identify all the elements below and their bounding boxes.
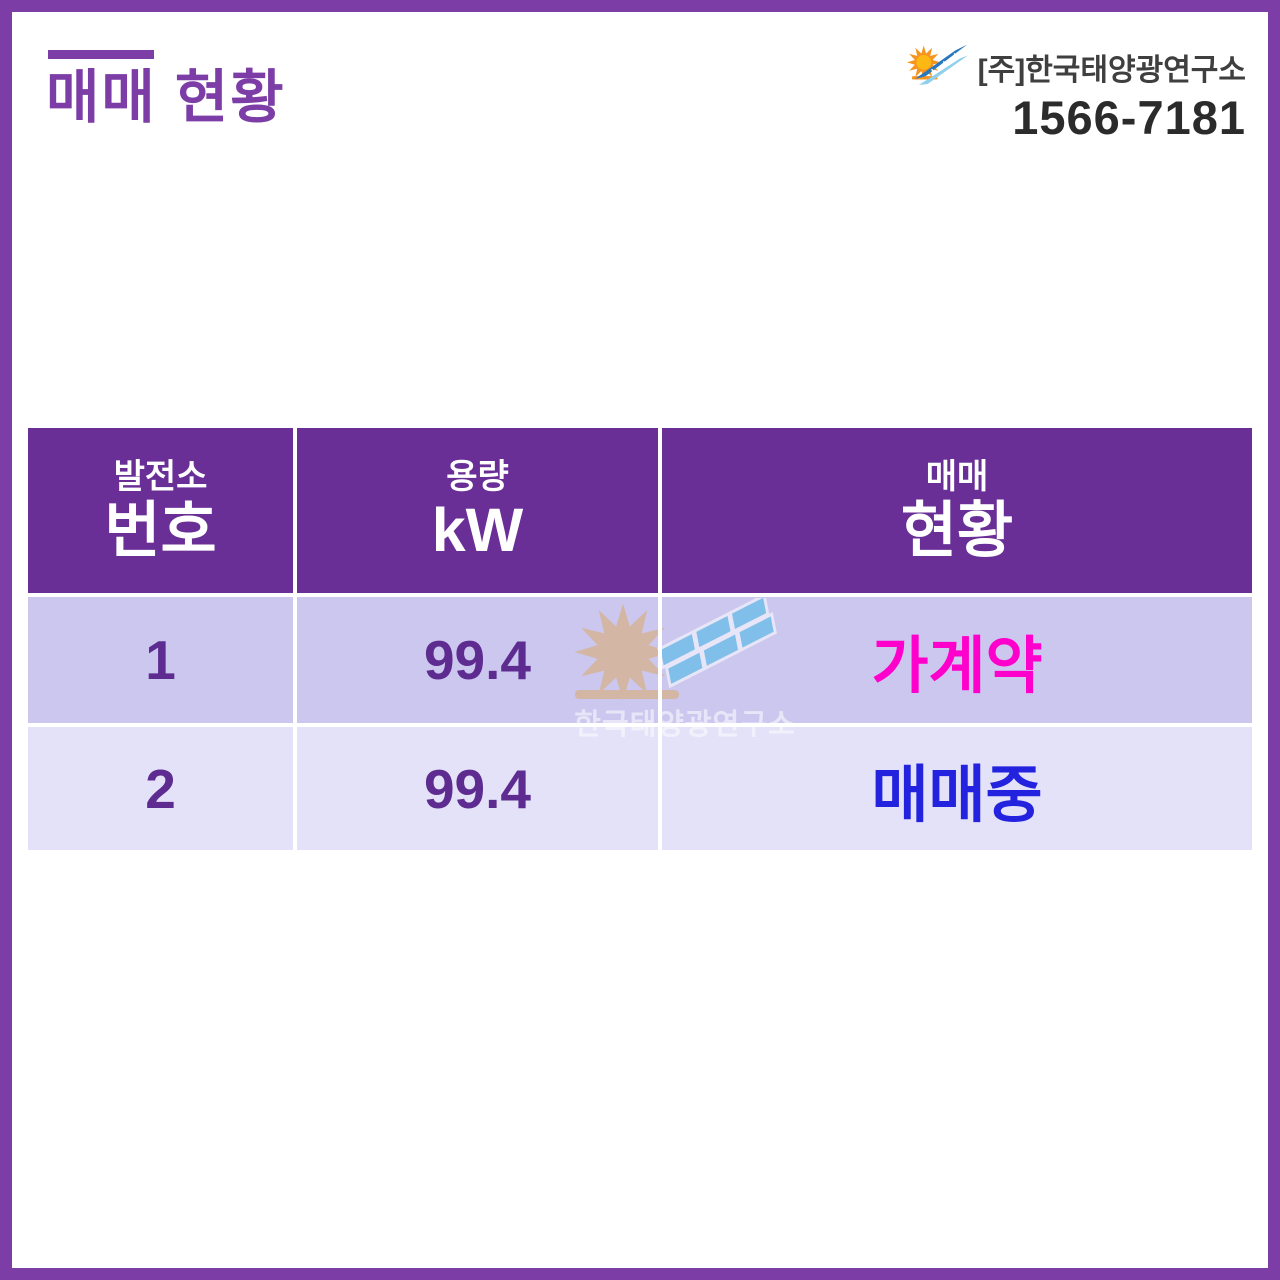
table-row-1-capacity: 99.4: [297, 597, 658, 723]
header-sale-status-sub: 매매: [925, 457, 989, 496]
header-plant-number-sub: 발전소: [113, 457, 208, 496]
header-capacity-main: kW: [431, 496, 524, 565]
title-accent-bar: [48, 50, 154, 59]
row-2-status-value: 매매중: [871, 760, 1043, 830]
sales-status-table: 발전소 번호 용량 kW 매매 현황 1 99.4 가계약 2 99.4 매매중: [28, 428, 1252, 850]
header-capacity-sub: 용량: [446, 457, 509, 496]
sun-solar-panel-icon: [906, 42, 970, 92]
header-capacity: 용량 kW: [297, 428, 658, 593]
row-2-capacity-value: 99.4: [423, 757, 532, 820]
header-plant-number: 발전소 번호: [28, 428, 293, 593]
brand-phone-number: 1566-7181: [1012, 91, 1246, 144]
table-row-1-status: 가계약: [662, 597, 1252, 723]
page-title: 매매 현황: [46, 65, 286, 130]
row-1-capacity-value: 99.4: [423, 629, 532, 691]
row-2-plant-no-value: 2: [145, 757, 176, 820]
row-gap-line: [28, 723, 1252, 727]
table-row-2-plant-no: 2: [28, 727, 293, 850]
header-sale-status: 매매 현황: [662, 428, 1252, 593]
table-row-2-status: 매매중: [662, 727, 1252, 850]
header-sale-status-main: 현황: [900, 496, 1014, 565]
brand-company-name: [주]한국태양광연구소: [977, 54, 1246, 87]
header-plant-number-main: 번호: [104, 496, 217, 565]
table-row-1-plant-no: 1: [28, 597, 293, 723]
table-row-2-capacity: 99.4: [297, 727, 658, 850]
row-1-plant-no-value: 1: [145, 629, 176, 691]
brand-block: [주]한국태양광연구소 1566-7181: [906, 42, 1246, 142]
row-1-status-value: 가계약: [871, 632, 1043, 701]
column-gap-line: [658, 428, 662, 850]
